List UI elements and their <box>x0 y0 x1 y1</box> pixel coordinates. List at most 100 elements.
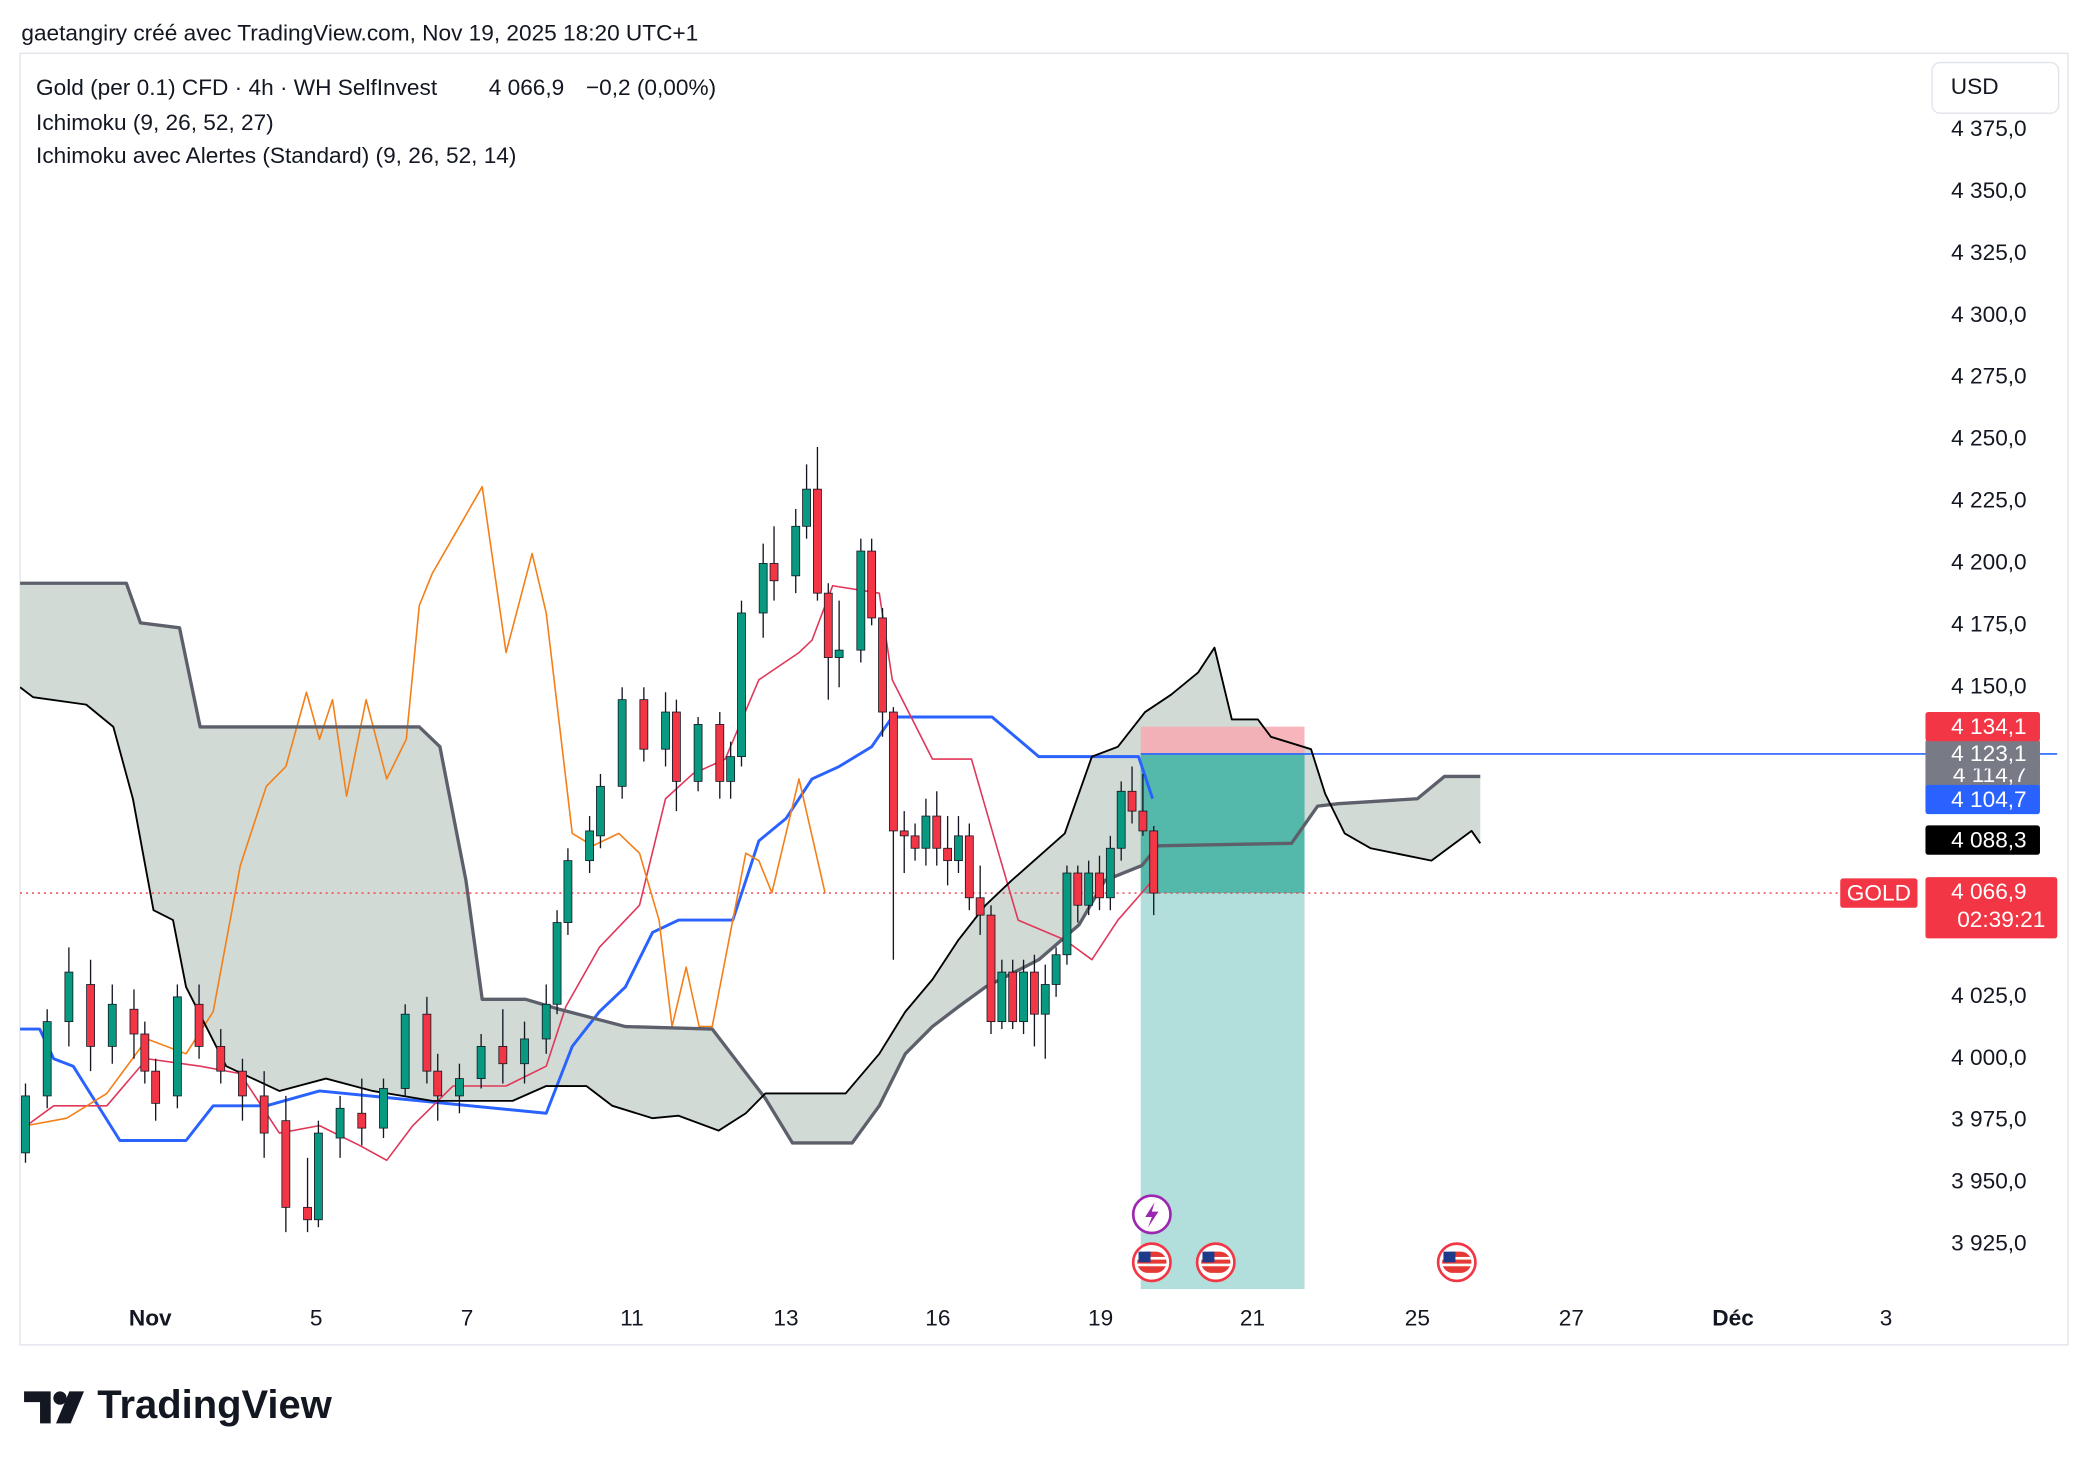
candle-body <box>769 563 779 582</box>
indicator-line <box>20 646 1482 1132</box>
candle-body <box>1040 984 1050 1015</box>
candle-body <box>1062 872 1072 956</box>
candle-body <box>672 711 681 782</box>
candle-body <box>563 860 573 923</box>
candle-body <box>194 1003 204 1047</box>
candle-body <box>541 1003 551 1040</box>
candle-body <box>357 1112 367 1129</box>
candle-body <box>585 830 595 862</box>
y-tick-label: 4 000,0 <box>1951 1045 2027 1070</box>
candle-body <box>129 1008 139 1035</box>
currency-button[interactable] <box>1931 61 2060 114</box>
logo-mark <box>53 1391 67 1405</box>
flag-canton <box>1202 1251 1215 1263</box>
candle-body <box>856 550 866 651</box>
indicator: Ichimoku (9, 26, 52, 27) <box>36 110 274 135</box>
candle-body <box>1127 790 1137 812</box>
indicator-line <box>20 581 1481 1145</box>
y-tick-label: 4 225,0 <box>1951 488 2027 513</box>
logo-mark <box>56 1391 84 1424</box>
logo-text: TradingView <box>97 1383 332 1427</box>
y-tick-label: 4 200,0 <box>1951 549 2027 574</box>
indicator-line <box>26 485 826 1127</box>
currency[interactable]: USD <box>1951 74 1999 99</box>
candle-body <box>954 835 963 862</box>
candle-body <box>314 1132 323 1221</box>
lightning <box>1145 1202 1159 1228</box>
candle-body <box>791 525 801 577</box>
y-tick-label: 3 925,0 <box>1951 1230 2027 1255</box>
candle-body <box>1116 790 1126 849</box>
x-tick-label: 3 <box>1880 1306 1893 1331</box>
candle-body <box>303 1206 312 1221</box>
candle-body <box>140 1033 150 1072</box>
x-tick-label: 5 <box>310 1306 323 1331</box>
candle-body <box>617 699 627 787</box>
symbol: Gold (per 0.1) CFD · 4h · WH SelfInvest <box>36 75 438 100</box>
candle-body <box>661 711 670 750</box>
candle-body <box>975 897 985 916</box>
flag-stripe <box>1137 1263 1167 1267</box>
price-badge-label: 4 088,3 <box>1951 827 2027 852</box>
candle-body <box>867 550 877 619</box>
candle-body <box>259 1095 269 1134</box>
flag-stripe <box>1201 1263 1231 1267</box>
flag-icon[interactable] <box>1436 1242 1477 1283</box>
flag-canton <box>1443 1251 1456 1263</box>
candle-body <box>422 1013 432 1072</box>
indicator: Ichimoku avec Alertes (Standard) (9, 26,… <box>36 143 516 168</box>
candle-body <box>107 1003 117 1047</box>
x-tick-label: Nov <box>129 1306 172 1331</box>
candle-body <box>238 1070 247 1097</box>
price-badge-label: 4 104,7 <box>1951 787 2027 812</box>
candle-body <box>726 756 736 782</box>
y-tick-label: 4 275,0 <box>1951 364 2027 389</box>
countdown: 02:39:21 <box>1957 907 2045 932</box>
y-tick-label: 4 325,0 <box>1951 240 2027 265</box>
candle-body <box>1095 872 1104 899</box>
y-tick-label: 4 350,0 <box>1951 178 2027 203</box>
candle-body <box>335 1107 345 1139</box>
flag-icon[interactable] <box>1131 1242 1172 1283</box>
flag-icon[interactable] <box>1195 1242 1236 1283</box>
price-badge <box>1925 784 2040 815</box>
flag-stripe <box>1137 1256 1167 1260</box>
candle-body <box>964 835 974 899</box>
candle-body <box>878 617 887 713</box>
price-badge <box>1925 739 2040 769</box>
candle-body <box>888 711 898 832</box>
x-tick-label: 21 <box>1240 1306 1265 1331</box>
gold-tag <box>1840 878 1918 908</box>
candle-body <box>596 785 605 837</box>
last-price: 4 066,9 <box>489 75 565 100</box>
attribution: gaetangiry créé avec TradingView.com, No… <box>21 21 698 46</box>
flag-canton <box>1138 1251 1151 1263</box>
candle-body <box>1030 971 1039 1015</box>
candle-body <box>1138 810 1148 832</box>
candle-body <box>758 563 768 614</box>
candle-body <box>1051 954 1061 985</box>
flag-stripe <box>1442 1256 1472 1260</box>
candle-body <box>498 1045 508 1065</box>
candle-body <box>1019 971 1028 1023</box>
plot <box>20 447 2058 1290</box>
candle-body <box>715 724 725 782</box>
candle-body <box>823 592 833 658</box>
x-tick-label: Déc <box>1712 1306 1754 1331</box>
position-open-profit <box>1140 753 1305 894</box>
y-tick-label: 3 975,0 <box>1951 1107 2027 1132</box>
y-tick-label: 4 025,0 <box>1951 983 2027 1008</box>
candle-body <box>802 488 811 527</box>
candle-body <box>693 724 703 782</box>
candle-body <box>216 1045 226 1072</box>
candle-body <box>639 699 649 750</box>
price-badge <box>1925 712 2040 742</box>
candle-body <box>552 922 562 1005</box>
candle-body <box>1008 971 1018 1023</box>
chart-frame <box>19 52 2069 1346</box>
current-price-badge <box>1925 877 2058 939</box>
y-tick-label: 4 375,0 <box>1951 116 2027 141</box>
y-tick-label: 4 300,0 <box>1951 302 2027 327</box>
price-badge-label: 4 123,1 <box>1951 741 2027 766</box>
